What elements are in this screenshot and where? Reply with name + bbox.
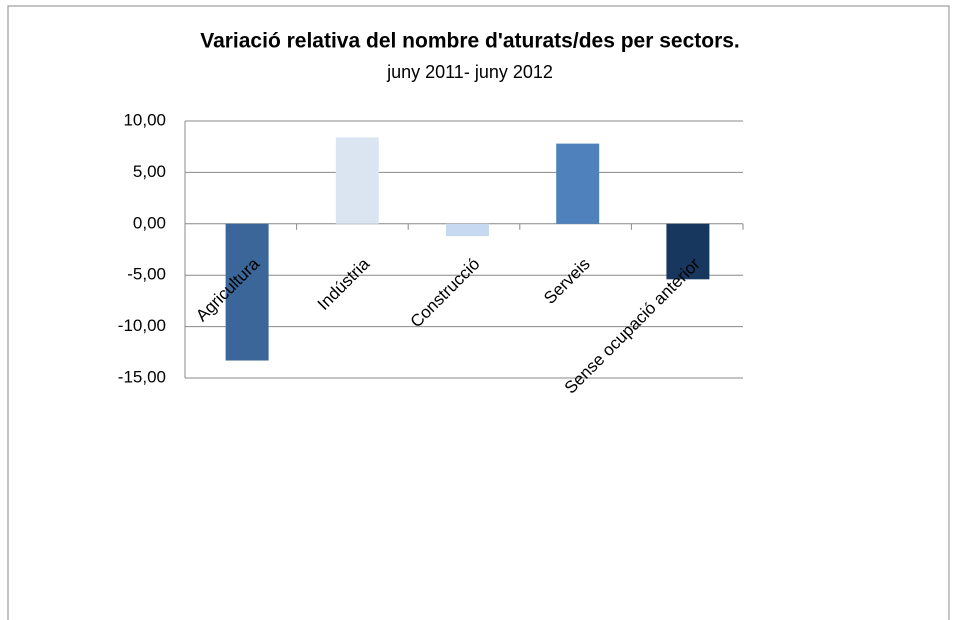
- bar: [556, 143, 600, 224]
- y-tick-label: -10,00: [118, 316, 166, 335]
- y-tick-label: 0,00: [133, 213, 166, 232]
- y-tick-label: 10,00: [123, 110, 166, 129]
- y-tick-label: 5,00: [133, 162, 166, 181]
- chart-title: Variació relativa del nombre d'aturats/d…: [200, 30, 740, 53]
- chart-subtitle: juny 2011- juny 2012: [386, 62, 553, 82]
- y-tick-label: -5,00: [127, 265, 166, 284]
- bar: [666, 223, 710, 280]
- y-tick-label: -15,00: [118, 367, 166, 386]
- bar: [335, 137, 379, 224]
- bar: [446, 223, 489, 237]
- bar: [225, 223, 269, 361]
- chart-frame: [7, 5, 950, 620]
